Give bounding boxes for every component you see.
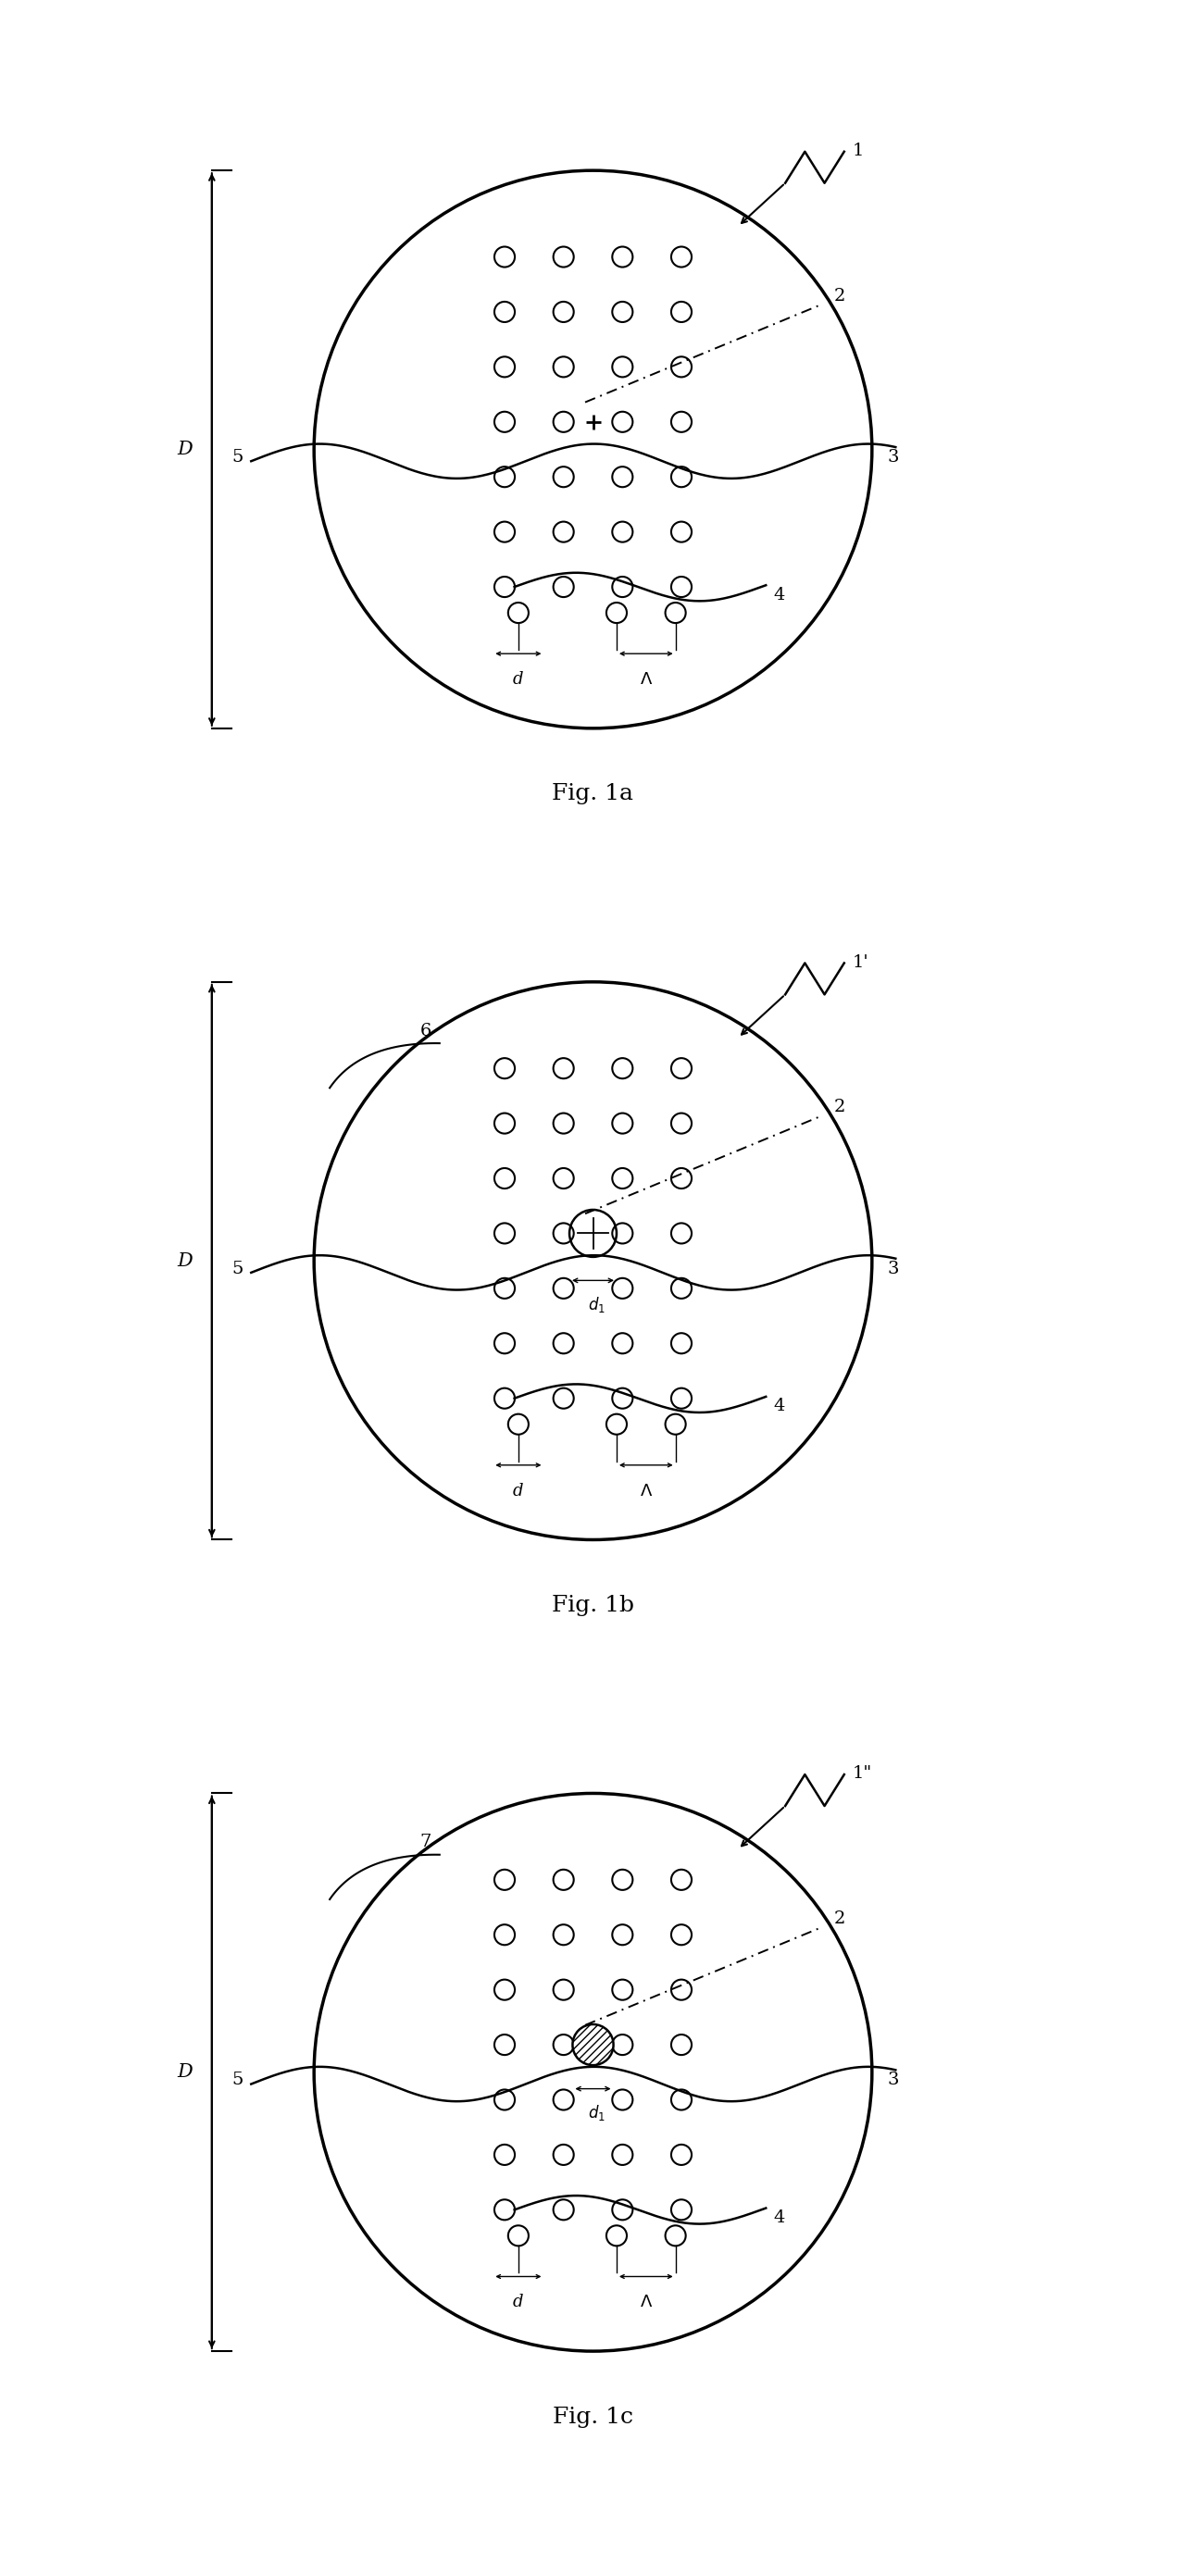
Text: 6: 6 <box>420 1023 432 1038</box>
Text: $d_1$: $d_1$ <box>588 2102 606 2123</box>
Text: 1: 1 <box>852 142 863 160</box>
Text: 1": 1" <box>852 1765 872 1783</box>
Text: 5: 5 <box>231 2071 243 2089</box>
Text: 5: 5 <box>231 448 243 466</box>
Text: 5: 5 <box>231 1260 243 1278</box>
Text: $d_1$: $d_1$ <box>588 1296 606 1314</box>
Text: $\Lambda$: $\Lambda$ <box>639 670 652 688</box>
Text: D: D <box>177 440 192 459</box>
Text: Fig. 1c: Fig. 1c <box>553 2406 633 2427</box>
Text: d: d <box>514 2293 524 2311</box>
Text: 2: 2 <box>834 289 844 304</box>
Text: 2: 2 <box>834 1100 844 1115</box>
Text: 1': 1' <box>852 953 868 971</box>
Text: d: d <box>514 670 524 688</box>
Text: 4: 4 <box>773 587 785 603</box>
Text: 3: 3 <box>887 448 899 466</box>
Text: Fig. 1b: Fig. 1b <box>551 1595 635 1615</box>
Text: d: d <box>514 1481 524 1499</box>
Text: $\Lambda$: $\Lambda$ <box>639 1481 652 1499</box>
Text: D: D <box>177 2063 192 2081</box>
Text: 4: 4 <box>773 1399 785 1414</box>
Text: 7: 7 <box>420 1834 432 1850</box>
Text: Fig. 1a: Fig. 1a <box>553 783 633 804</box>
Text: 3: 3 <box>887 1260 899 1278</box>
Text: $\Lambda$: $\Lambda$ <box>639 2293 652 2311</box>
Text: 3: 3 <box>887 2071 899 2089</box>
Text: 4: 4 <box>773 2210 785 2226</box>
Text: 2: 2 <box>834 1911 844 1927</box>
Text: D: D <box>177 1252 192 1270</box>
Circle shape <box>573 2025 613 2066</box>
